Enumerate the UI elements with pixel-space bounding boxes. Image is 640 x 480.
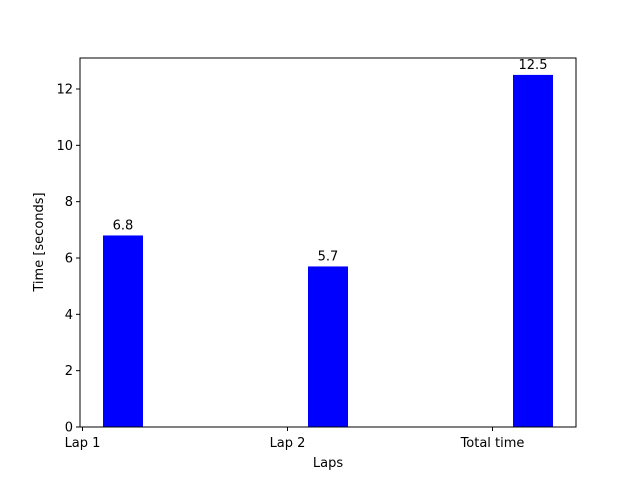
bar-value-label-0: 6.8 [113,218,134,233]
bar-1 [308,266,348,427]
bars-group [103,74,553,428]
x-axis-label: Laps [313,456,343,471]
y-tick-label-6: 12 [56,82,73,97]
y-tick-label-4: 8 [65,195,73,210]
y-tick-label-3: 6 [65,251,73,266]
y-tick-label-0: 0 [65,421,73,436]
x-axis-ticks: Lap 1 Lap 2 Total time [65,427,525,451]
y-axis-label: Time [seconds] [32,192,47,292]
y-axis-ticks: 0 2 4 6 8 10 12 [56,82,80,436]
x-tick-label-2: Total time [460,436,525,451]
plot-area-frame [79,57,577,428]
x-tick-label-0: Lap 1 [65,436,101,451]
bar-value-label-2: 12.5 [519,58,548,73]
y-tick-label-2: 4 [65,308,73,323]
y-tick-label-5: 10 [56,139,73,154]
y-tick-label-1: 2 [65,364,73,379]
data-labels-group: 6.8 5.7 12.5 [113,58,548,265]
bar-2 [513,74,553,428]
x-tick-label-1: Lap 2 [270,436,306,451]
bar-value-label-1: 5.7 [318,249,339,264]
bar-0 [103,235,143,427]
